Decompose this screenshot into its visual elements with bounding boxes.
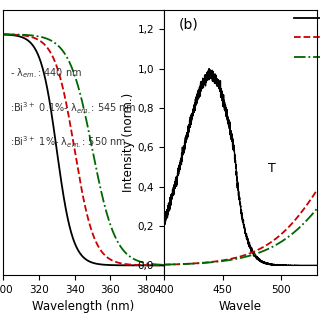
Text: T: T (268, 163, 276, 175)
Y-axis label: Intensity (norm.): Intensity (norm.) (122, 93, 135, 192)
Text: - λ$_{em.}$: 440 nm: - λ$_{em.}$: 440 nm (10, 67, 82, 80)
X-axis label: Wavelength (nm): Wavelength (nm) (32, 300, 135, 314)
Text: (b): (b) (179, 18, 199, 32)
X-axis label: Wavele: Wavele (219, 300, 262, 314)
Text: :Bi$^{3+}$ 0.1%- λ$_{em.}$: 545 nm: :Bi$^{3+}$ 0.1%- λ$_{em.}$: 545 nm (10, 100, 135, 116)
Text: :Bi$^{3+}$ 1%- λ$_{em.}$: 550 nm: :Bi$^{3+}$ 1%- λ$_{em.}$: 550 nm (10, 135, 126, 150)
